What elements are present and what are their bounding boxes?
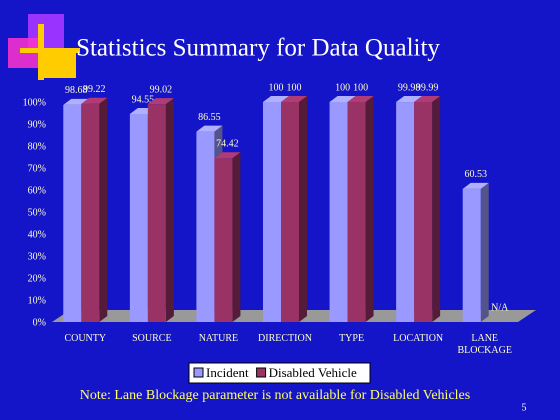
bar bbox=[263, 102, 281, 322]
y-tick-label: 0% bbox=[33, 317, 46, 328]
value-label: 99.98 bbox=[398, 82, 421, 93]
y-tick-label: 60% bbox=[28, 185, 46, 196]
legend-label: Incident bbox=[206, 365, 249, 380]
bar-top bbox=[263, 96, 289, 102]
value-label: 100 bbox=[335, 82, 350, 93]
bar-top bbox=[196, 125, 223, 132]
value-label: 86.55 bbox=[198, 112, 221, 123]
y-tick-label: 100% bbox=[23, 97, 46, 108]
bar bbox=[281, 102, 299, 322]
value-label: 60.53 bbox=[464, 169, 487, 180]
y-tick-label: 10% bbox=[28, 295, 46, 306]
x-tick-line: LOCATION bbox=[393, 333, 443, 344]
value-label: 99.22 bbox=[83, 84, 106, 95]
bar-side bbox=[99, 97, 108, 322]
bar bbox=[63, 104, 82, 323]
bar bbox=[414, 102, 433, 322]
bar-top bbox=[214, 152, 241, 159]
bar bbox=[347, 102, 366, 322]
bar-top bbox=[81, 97, 108, 104]
x-tick-label: SOURCE bbox=[132, 333, 171, 344]
value-label: 99.02 bbox=[150, 84, 173, 95]
bar-side bbox=[365, 96, 374, 322]
x-tick-line: TYPE bbox=[339, 333, 364, 344]
x-tick-line: COUNTY bbox=[64, 333, 106, 344]
bar-top bbox=[281, 96, 307, 102]
x-tick-line: NATURE bbox=[199, 333, 238, 344]
value-label: 99.99 bbox=[416, 82, 439, 93]
x-tick-label: COUNTY bbox=[64, 333, 106, 344]
y-tick-label: 40% bbox=[28, 229, 46, 240]
legend-swatch bbox=[193, 367, 204, 378]
bar bbox=[396, 102, 415, 322]
bar-side bbox=[480, 182, 489, 322]
y-tick-label: 90% bbox=[28, 119, 46, 130]
legend-swatch bbox=[256, 367, 267, 378]
page-number: 5 bbox=[522, 402, 527, 413]
value-label: 100 bbox=[269, 82, 284, 93]
y-tick-label: 50% bbox=[28, 207, 46, 218]
y-tick-label: 80% bbox=[28, 141, 46, 152]
x-tick-label: TYPE bbox=[339, 333, 364, 344]
legend-label: Disabled Vehicle bbox=[269, 365, 357, 380]
x-tick-line: DIRECTION bbox=[258, 333, 312, 344]
x-tick-label: NATURE bbox=[199, 333, 238, 344]
y-tick-label: 20% bbox=[28, 273, 46, 284]
x-tick-line: SOURCE bbox=[132, 333, 171, 344]
bar-top bbox=[396, 96, 423, 103]
legend-box bbox=[188, 362, 371, 384]
bar-top bbox=[347, 96, 374, 102]
decoration bbox=[8, 14, 80, 80]
bar-top bbox=[462, 182, 489, 189]
value-label: N/A bbox=[491, 302, 509, 313]
bar bbox=[196, 131, 215, 322]
bar bbox=[129, 113, 148, 323]
value-label: 100 bbox=[353, 82, 368, 93]
bar-side bbox=[299, 96, 307, 322]
legend: Incident Disabled Vehicle bbox=[188, 362, 371, 384]
bar bbox=[462, 188, 481, 322]
x-tick-line: BLOCKAGE bbox=[457, 345, 511, 356]
bar bbox=[147, 104, 166, 322]
bar-top bbox=[147, 98, 174, 105]
chart-title: Statistics Summary for Data Quality bbox=[76, 35, 440, 62]
value-label: 98.68 bbox=[65, 85, 88, 96]
y-tick-label: 70% bbox=[28, 163, 46, 174]
bar-side bbox=[232, 152, 241, 322]
x-tick-line: LANE bbox=[471, 333, 498, 344]
bar bbox=[81, 103, 100, 322]
value-label: 100 bbox=[287, 82, 302, 93]
x-tick-label: LANE BLOCKAGE bbox=[457, 333, 511, 356]
value-label: 74.42 bbox=[216, 139, 239, 150]
x-tick-label: LOCATION bbox=[393, 333, 443, 344]
note: Note: Lane Blockage parameter is not ava… bbox=[80, 388, 470, 403]
bar bbox=[329, 102, 348, 322]
value-label: 94.55 bbox=[132, 94, 155, 105]
bar-top bbox=[329, 96, 356, 102]
bar-top bbox=[414, 96, 441, 103]
bar bbox=[214, 158, 233, 322]
x-tick-label: DIRECTION bbox=[258, 333, 312, 344]
y-tick-label: 30% bbox=[28, 251, 46, 262]
bar-side bbox=[165, 98, 174, 322]
bar-side bbox=[432, 96, 441, 322]
